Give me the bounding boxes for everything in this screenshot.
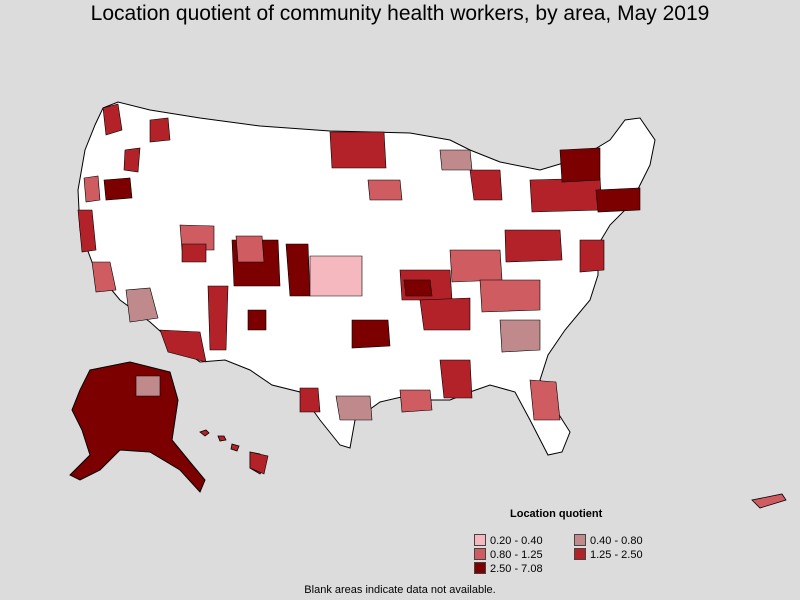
map-area-40: [135, 375, 161, 397]
legend-label-2: 0.40 - 0.80: [590, 535, 643, 547]
map-area-29: [559, 147, 601, 183]
map-area-34: [439, 359, 473, 399]
map-area-32: [499, 319, 541, 353]
map-area-6: [149, 117, 171, 143]
map-area-7: [91, 261, 117, 293]
map-area-1: [102, 103, 123, 136]
map-area-16: [351, 319, 391, 349]
map-areas: [77, 103, 641, 475]
map-area-17: [329, 131, 387, 169]
map-area-27: [479, 279, 541, 313]
map-area-23: [419, 297, 471, 331]
legend-swatch-1: [474, 534, 486, 546]
map-area-35: [399, 389, 433, 413]
map-area-31: [579, 239, 605, 273]
map-area-25: [469, 169, 503, 201]
puerto-rico: [751, 493, 787, 509]
legend-swatch-5: [474, 562, 486, 574]
map-area-28: [529, 177, 603, 213]
legend-item-3: 0.80 - 1.25: [474, 548, 543, 561]
map-area-12: [285, 243, 311, 297]
legend-item-5: 2.50 - 7.08: [474, 562, 543, 575]
map-area-9: [159, 329, 207, 363]
map-area-24: [449, 249, 503, 283]
legend-swatch-2: [574, 534, 586, 546]
map-area-39: [181, 243, 207, 263]
map-area-4: [83, 175, 101, 203]
map-area-26: [504, 229, 563, 263]
map-area-19: [299, 387, 321, 413]
legend-swatch-3: [474, 548, 486, 560]
map-area-3: [103, 177, 133, 201]
map-area-30: [595, 187, 641, 213]
map-area-20: [335, 395, 373, 421]
legend-item-2: 0.40 - 0.80: [574, 534, 643, 547]
legend-label-1: 0.20 - 0.40: [490, 535, 543, 547]
alaska: [69, 361, 206, 493]
legend-label-4: 1.25 - 2.50: [590, 549, 643, 561]
map-area-22: [403, 279, 433, 297]
map-area-15: [247, 309, 267, 331]
legend-label-3: 0.80 - 1.25: [490, 549, 543, 561]
legend-item-4: 1.25 - 2.50: [574, 548, 643, 561]
map-area-10: [207, 285, 229, 351]
map-area-37: [439, 149, 473, 171]
map-area-5: [77, 209, 97, 253]
map-area-33: [529, 379, 561, 421]
map-title: Location quotient of community health wo…: [90, 2, 710, 25]
legend-swatch-4: [574, 548, 586, 560]
map-area-2: [123, 147, 141, 173]
map-area-8: [125, 287, 159, 323]
map-area-14: [309, 255, 363, 297]
legend-title: Location quotient: [510, 508, 603, 520]
footnote: Blank areas indicate data not available.: [304, 584, 496, 596]
legend: Location quotient 0.20 - 0.40 0.40 - 0.8…: [470, 506, 700, 578]
map-area-13: [235, 235, 265, 263]
legend-label-5: 2.50 - 7.08: [490, 563, 543, 575]
legend-item-1: 0.20 - 0.40: [474, 534, 543, 547]
map-area-18: [367, 179, 403, 201]
map-area-36: [249, 451, 269, 475]
